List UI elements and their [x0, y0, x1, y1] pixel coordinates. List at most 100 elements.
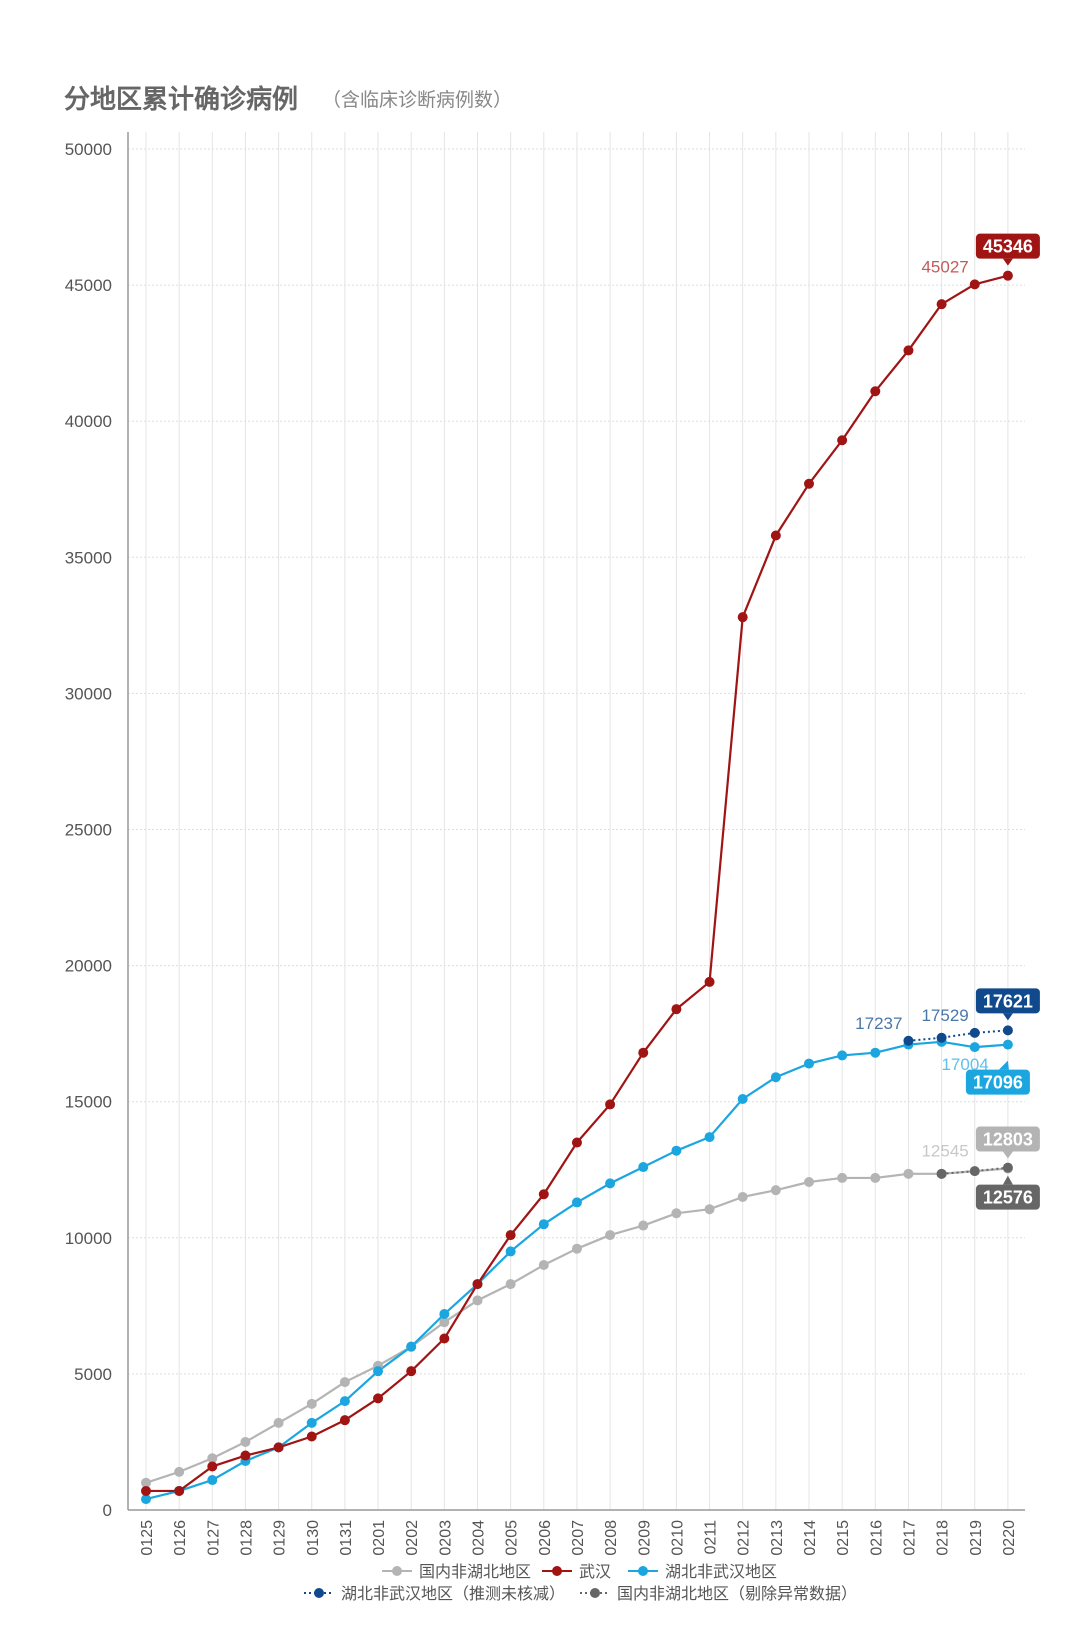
legend-item: 湖北非武汉地区 [628, 1562, 777, 1581]
data-point [737, 1093, 748, 1104]
x-tick-label: 0212 [736, 1520, 753, 1556]
value-callout: 17621 [975, 988, 1040, 1021]
data-point [605, 1099, 616, 1110]
data-point [141, 1485, 151, 1496]
callout-pointer [1002, 1151, 1013, 1159]
data-point [472, 1279, 483, 1290]
callout-pointer [1002, 1013, 1013, 1021]
y-tick-label: 5000 [74, 1365, 112, 1384]
legend-label: 国内非湖北地区 [419, 1562, 531, 1581]
legend-swatch-dot [392, 1566, 402, 1576]
data-point [936, 1168, 947, 1179]
data-point [306, 1431, 317, 1442]
data-point [1002, 1025, 1013, 1036]
legend-label: 国内非湖北地区（剔除异常数据） [617, 1584, 857, 1603]
data-point [1002, 270, 1013, 281]
legend-swatch-dot [590, 1588, 600, 1598]
value-label: 17237 [855, 1014, 902, 1033]
data-point [174, 1466, 185, 1477]
x-tick-label: 0220 [1001, 1520, 1018, 1556]
value-callout: 45346 [975, 233, 1040, 266]
x-tick-label: 0127 [205, 1520, 222, 1556]
x-tick-label: 0131 [338, 1520, 355, 1556]
chart-title: 分地区累计确诊病例 [64, 84, 298, 115]
data-point [373, 1393, 384, 1404]
x-tick-label: 0205 [504, 1520, 521, 1556]
y-tick-label: 35000 [65, 548, 112, 567]
legend-label: 武汉 [579, 1562, 611, 1581]
callout-box [975, 1126, 1040, 1152]
x-tick-label: 0203 [437, 1520, 454, 1556]
value-label: 17529 [921, 1006, 968, 1025]
legend-label: 湖北非武汉地区（推测未核减） [341, 1584, 565, 1603]
data-point [571, 1197, 582, 1208]
data-point [936, 299, 947, 310]
legend-swatch-dot [552, 1566, 562, 1576]
callout-box [975, 1184, 1040, 1210]
data-point [737, 612, 748, 623]
y-tick-label: 25000 [65, 821, 112, 840]
data-point [804, 1176, 814, 1187]
data-point [903, 1035, 914, 1046]
series-line [908, 1029, 1008, 1042]
data-point [439, 1333, 450, 1344]
y-axis-ticks: 0 5000 10000 15000 20000 25000 30000 35000 40000… [65, 140, 112, 1520]
data-point [439, 1317, 450, 1328]
y-tick-label: 45000 [65, 276, 112, 295]
data-point [273, 1442, 284, 1453]
legend-label: 湖北非武汉地区 [665, 1562, 777, 1581]
legend-item: 国内非湖北地区 [382, 1562, 531, 1581]
data-point [373, 1366, 384, 1377]
y-tick-label: 40000 [65, 412, 112, 431]
data-point [406, 1341, 417, 1352]
data-point [240, 1450, 251, 1461]
data-point [770, 1072, 781, 1083]
x-tick-label: 0215 [835, 1520, 852, 1556]
callout-value: 12576 [983, 1188, 1033, 1208]
chart-subtitle: （含临床诊断病例数） [322, 89, 512, 111]
x-tick-label: 0214 [802, 1520, 819, 1556]
data-point [174, 1485, 185, 1496]
data-point [571, 1243, 582, 1254]
x-tick-label: 0130 [305, 1520, 322, 1556]
legend-item: 国内非湖北地区（剔除异常数据） [580, 1584, 857, 1603]
data-point [207, 1461, 218, 1472]
data-point [472, 1295, 483, 1306]
y-tick-label: 50000 [65, 140, 112, 159]
x-tick-label: 0129 [272, 1520, 289, 1556]
data-point [969, 279, 980, 290]
data-point [505, 1230, 516, 1241]
x-tick-label: 0213 [769, 1520, 786, 1556]
value-callout: 12576 [975, 1175, 1040, 1210]
y-tick-label: 10000 [65, 1229, 112, 1248]
data-point [439, 1309, 450, 1320]
y-tick-label: 20000 [65, 957, 112, 976]
x-tick-label: 0216 [868, 1520, 885, 1556]
data-point [538, 1260, 549, 1271]
data-point [704, 976, 715, 987]
x-tick-label: 0217 [901, 1520, 918, 1556]
legend-item: 武汉 [542, 1562, 611, 1581]
data-point [141, 1477, 151, 1488]
legend-item: 湖北非武汉地区（推测未核减） [304, 1584, 565, 1603]
data-point [339, 1415, 350, 1426]
data-point [638, 1220, 649, 1231]
data-point [837, 1050, 848, 1061]
grid-lines [128, 132, 1025, 1510]
data-point [339, 1377, 350, 1388]
data-point [306, 1398, 317, 1409]
data-point [571, 1137, 582, 1148]
x-tick-label: 0208 [603, 1520, 620, 1556]
callout-pointer [1002, 258, 1013, 266]
data-point [837, 435, 848, 446]
callout-pointer [998, 1060, 1009, 1070]
data-point [273, 1417, 284, 1428]
data-point [837, 1172, 848, 1183]
data-point [969, 1166, 980, 1177]
series-points [141, 270, 1013, 1505]
data-point [141, 1494, 151, 1505]
callout-box [975, 988, 1040, 1014]
value-callout: 12803 [975, 1126, 1040, 1159]
